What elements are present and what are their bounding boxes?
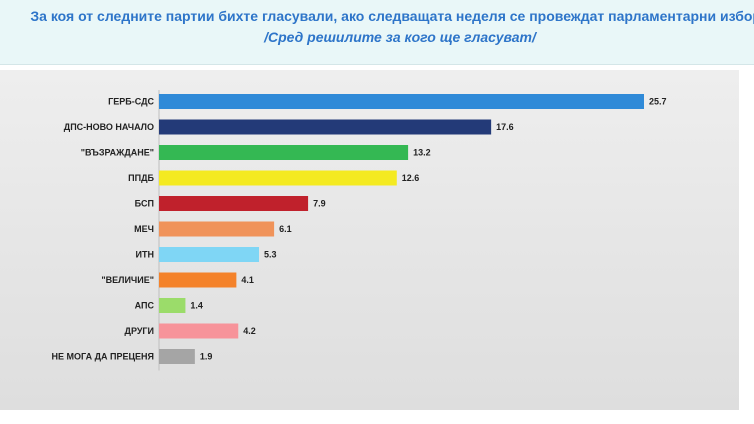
value-label: 12.6 bbox=[402, 173, 420, 183]
value-label: 4.1 bbox=[241, 275, 254, 285]
chart-title: За коя от следните партии бихте гласувал… bbox=[30, 8, 754, 24]
category-label: ИТН bbox=[136, 250, 154, 260]
category-label: ДРУГИ bbox=[125, 326, 154, 336]
category-label: ГЕРБ-СДС bbox=[108, 97, 154, 107]
bar bbox=[159, 349, 195, 364]
bar bbox=[159, 196, 309, 211]
bar bbox=[159, 119, 492, 135]
value-label: 17.6 bbox=[496, 122, 514, 132]
bar bbox=[159, 170, 397, 186]
category-label: БСП bbox=[135, 199, 154, 209]
right-margin bbox=[739, 70, 754, 410]
bar bbox=[159, 323, 239, 339]
value-label: 1.4 bbox=[190, 301, 203, 311]
bar bbox=[159, 221, 275, 237]
chart-subtitle: /Сред решилите за кого ще гласуват/ bbox=[264, 29, 536, 45]
bar bbox=[159, 94, 644, 109]
bar bbox=[159, 298, 186, 313]
value-label: 13.2 bbox=[413, 148, 431, 158]
category-label: ДПС-НОВО НАЧАЛО bbox=[64, 122, 154, 132]
value-label: 25.7 bbox=[649, 97, 667, 107]
bar bbox=[159, 247, 260, 262]
value-label: 7.9 bbox=[313, 199, 326, 209]
value-label: 6.1 bbox=[279, 224, 292, 234]
category-label: "ВЪЗРАЖДАНЕ" bbox=[81, 148, 154, 158]
value-label: 5.3 bbox=[264, 250, 277, 260]
bar-chart: ГЕРБ-СДС 25.7 ДПС-НОВО НАЧАЛО 17.6 "ВЪЗРАЖДА… bbox=[52, 90, 667, 371]
value-label: 1.9 bbox=[200, 352, 213, 362]
category-label: "ВЕЛИЧИЕ" bbox=[101, 275, 154, 285]
category-label: НЕ МОГА ДА ПРЕЦЕНЯ bbox=[52, 352, 154, 362]
value-label: 4.2 bbox=[243, 326, 256, 336]
category-label: АПС bbox=[135, 301, 155, 311]
bar bbox=[159, 145, 409, 160]
category-label: ППДБ bbox=[128, 173, 154, 183]
chart-header: За коя от следните партии бихте гласувал… bbox=[0, 0, 754, 65]
chart-area: ГЕРБ-СДС 25.7 ДПС-НОВО НАЧАЛО 17.6 "ВЪЗРАЖДА… bbox=[0, 70, 739, 410]
bar bbox=[159, 272, 237, 288]
category-label: МЕЧ bbox=[134, 224, 154, 234]
